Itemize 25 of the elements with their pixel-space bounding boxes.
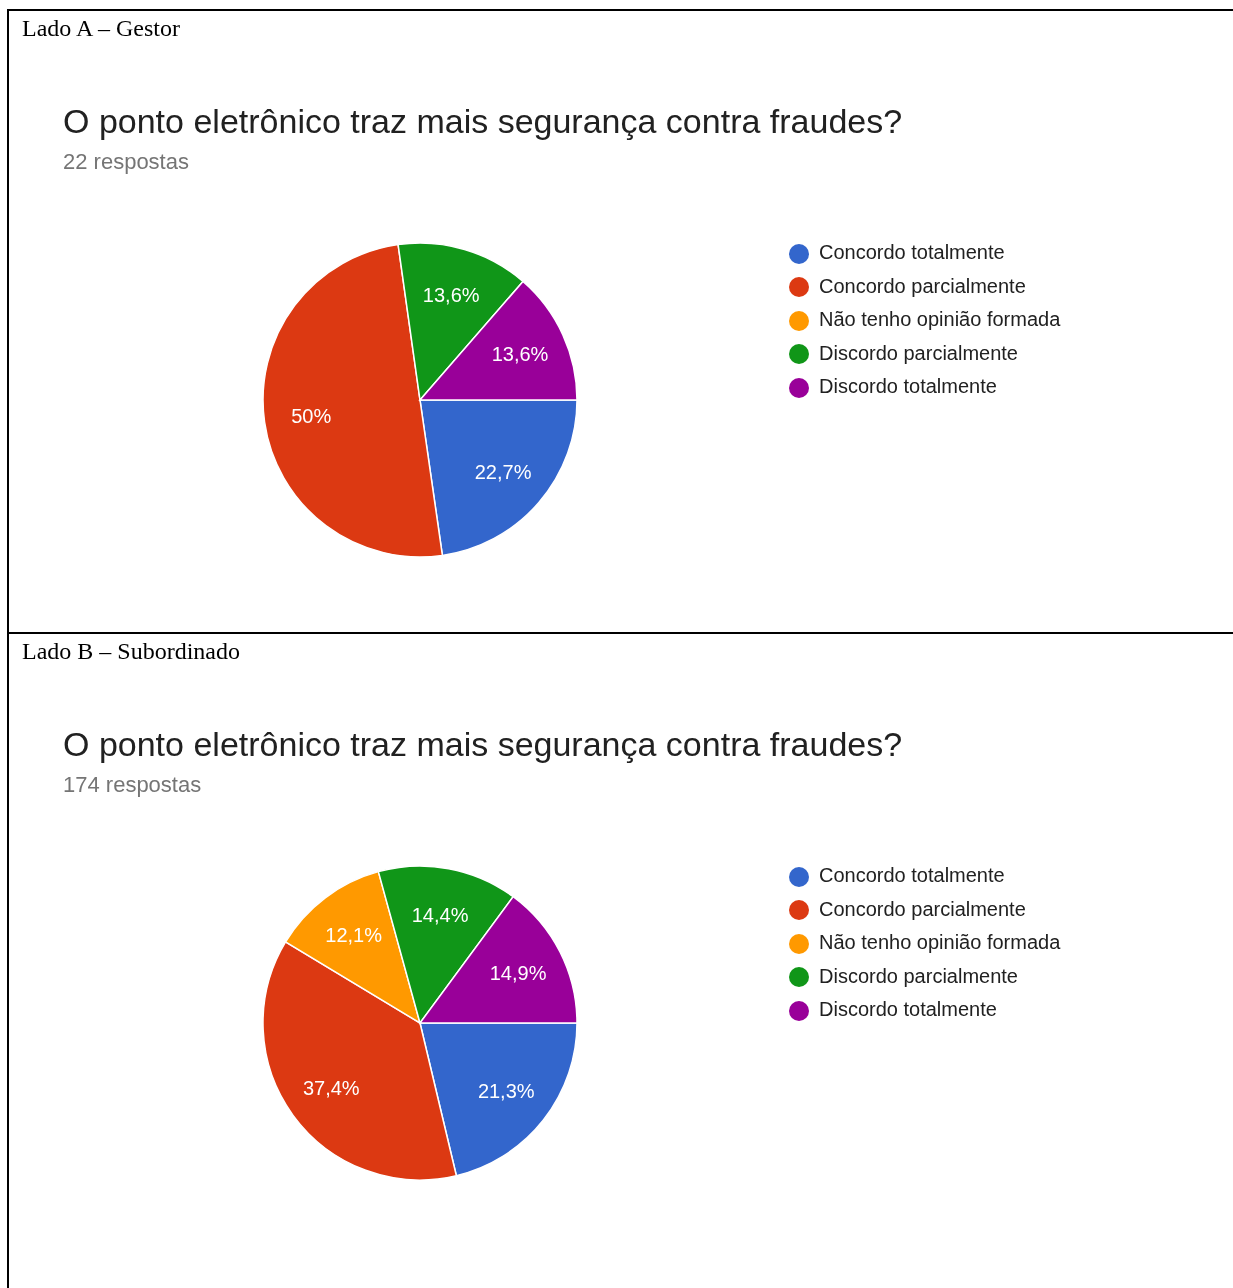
data-label: 14,4%: [411, 903, 469, 926]
legend-label: Não tenho opinião formada: [819, 931, 1061, 953]
data-label: 50%: [291, 404, 332, 427]
data-label: 12,1%: [325, 924, 383, 947]
legend-label: Não tenho opinião formada: [819, 308, 1061, 330]
text: Lado A – Gestor: [22, 14, 180, 42]
legend-label: Discordo parcialmente: [819, 341, 1018, 364]
chart-subtitle: 22 respostas: [63, 149, 189, 175]
chart-subtitle: 174 respostas: [63, 772, 202, 798]
data-label: 21,3%: [477, 1080, 535, 1103]
chart-title: O ponto eletrônico traz mais segurança contra fraudes?: [63, 724, 903, 765]
legend-label: Concordo totalmente: [819, 241, 1005, 263]
legend-label: Discordo totalmente: [819, 375, 997, 397]
legend-label: Discordo totalmente: [819, 998, 997, 1020]
data-label: 13,6%: [491, 343, 549, 366]
legend-label: Discordo parcialmente: [819, 964, 1018, 987]
data-label: 37,4%: [302, 1076, 360, 1099]
data-label: 13,6%: [422, 283, 480, 306]
legend-label: Concordo totalmente: [819, 864, 1005, 886]
text: Lado B – Subordinado: [22, 637, 240, 665]
chart-title: O ponto eletrônico traz mais segurança contra fraudes?: [63, 101, 903, 142]
legend-label: Concordo parcialmente: [819, 274, 1026, 297]
data-label: 22,7%: [474, 460, 532, 483]
data-label: 14,9%: [489, 962, 547, 985]
legend-label: Concordo parcialmente: [819, 897, 1026, 920]
